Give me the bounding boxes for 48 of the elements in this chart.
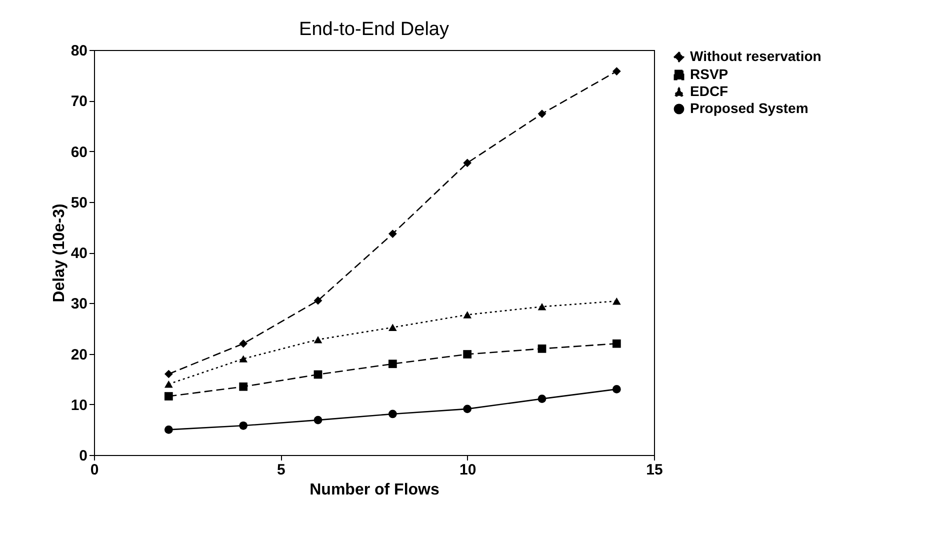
point [463, 404, 472, 414]
y-tick-label: 20 [70, 346, 88, 364]
y-axis-title: Delay (10e-3) [50, 204, 68, 302]
legend-label: Proposed System [690, 100, 808, 116]
point [239, 382, 248, 391]
x-tick-label: 0 [90, 462, 99, 478]
point [164, 370, 173, 378]
y-tick-label: 50 [70, 194, 88, 212]
point [538, 110, 546, 118]
y-tick-label: 30 [70, 296, 88, 313]
point [463, 158, 472, 168]
point [538, 303, 546, 310]
point [612, 67, 621, 76]
legend-label: RSVP [690, 66, 728, 82]
point [538, 394, 546, 403]
point [239, 421, 248, 430]
point [239, 355, 248, 362]
y-tick-label: 80 [70, 42, 88, 60]
y-tick-label: 70 [70, 93, 88, 110]
point [388, 230, 397, 238]
x-tick-label: 5 [276, 462, 286, 478]
point [164, 380, 173, 388]
point [538, 344, 546, 353]
legend-label: EDCF [690, 83, 729, 99]
point [314, 336, 322, 344]
x-tick-label: 10 [459, 462, 476, 478]
point [388, 410, 397, 418]
point [612, 339, 621, 348]
point [164, 426, 173, 434]
point [463, 350, 472, 358]
point [612, 385, 621, 394]
point [463, 311, 472, 318]
chart-title: End-to-End Delay [299, 19, 450, 40]
y-tick-label: 0 [79, 448, 88, 464]
legend-label: Without reservation [690, 48, 822, 64]
point [164, 392, 173, 400]
point [239, 339, 248, 348]
point [388, 360, 397, 368]
y-tick-label: 40 [70, 245, 88, 262]
y-tick-label: 10 [70, 396, 88, 414]
x-tick-label: 15 [646, 462, 663, 478]
point [314, 416, 322, 424]
y-tick-label: 60 [70, 144, 88, 161]
point [388, 324, 397, 332]
point [314, 370, 322, 379]
point [612, 297, 621, 305]
point [314, 296, 322, 305]
x-axis-title: Number of Flows [310, 482, 440, 498]
